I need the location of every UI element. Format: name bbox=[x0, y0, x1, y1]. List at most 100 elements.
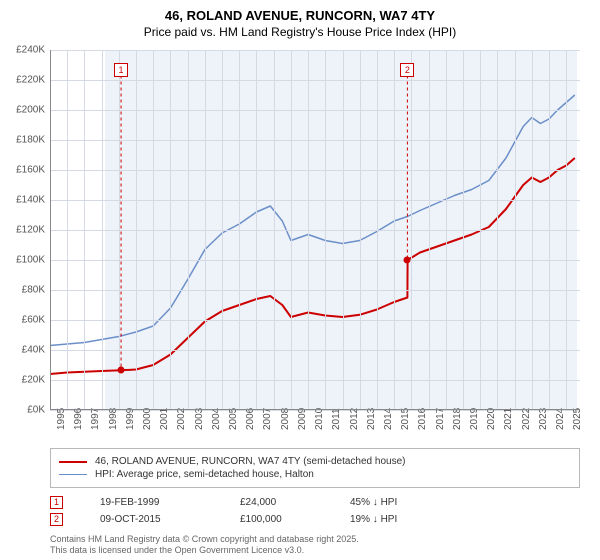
gridline-v bbox=[549, 50, 550, 410]
y-tick-label: £120K bbox=[0, 225, 45, 236]
gridline-v bbox=[480, 50, 481, 410]
sale-marker-box: 1 bbox=[50, 496, 63, 509]
x-tick-label: 1998 bbox=[108, 418, 119, 430]
x-tick-label: 2019 bbox=[469, 418, 480, 430]
gridline-v bbox=[463, 50, 464, 410]
marker-box: 2 bbox=[400, 63, 414, 77]
y-tick-label: £160K bbox=[0, 165, 45, 176]
marker-dot bbox=[118, 367, 125, 374]
gridline-v bbox=[394, 50, 395, 410]
footer-line-2: This data is licensed under the Open Gov… bbox=[50, 545, 359, 556]
x-tick-label: 2010 bbox=[314, 418, 325, 430]
chart-title: 46, ROLAND AVENUE, RUNCORN, WA7 4TY bbox=[0, 8, 600, 23]
gridline-v bbox=[170, 50, 171, 410]
gridline-v bbox=[222, 50, 223, 410]
gridline-v bbox=[566, 50, 567, 410]
x-tick-label: 2024 bbox=[555, 418, 566, 430]
x-tick-label: 2018 bbox=[452, 418, 463, 430]
gridline-v bbox=[325, 50, 326, 410]
x-tick-label: 2016 bbox=[417, 418, 428, 430]
gridline-h bbox=[50, 170, 580, 171]
gridline-v bbox=[188, 50, 189, 410]
gridline-v bbox=[411, 50, 412, 410]
x-tick-label: 2004 bbox=[211, 418, 222, 430]
marker-box: 1 bbox=[114, 63, 128, 77]
marker-dot bbox=[404, 257, 411, 264]
legend-container: 46, ROLAND AVENUE, RUNCORN, WA7 4TY (sem… bbox=[50, 448, 580, 530]
gridline-h bbox=[50, 140, 580, 141]
sale-diff: 19% ↓ HPI bbox=[350, 514, 460, 525]
y-tick-label: £220K bbox=[0, 75, 45, 86]
sale-diff: 45% ↓ HPI bbox=[350, 497, 460, 508]
gridline-v bbox=[291, 50, 292, 410]
gridline-h bbox=[50, 350, 580, 351]
gridline-v bbox=[515, 50, 516, 410]
gridline-h bbox=[50, 80, 580, 81]
y-tick-label: £60K bbox=[0, 315, 45, 326]
gridline-h bbox=[50, 320, 580, 321]
x-tick-label: 2021 bbox=[503, 418, 514, 430]
gridline-h bbox=[50, 110, 580, 111]
x-tick-label: 1999 bbox=[125, 418, 136, 430]
sale-price: £24,000 bbox=[240, 497, 350, 508]
x-tick-label: 2013 bbox=[366, 418, 377, 430]
x-tick-label: 2006 bbox=[245, 418, 256, 430]
legend-label: HPI: Average price, semi-detached house,… bbox=[95, 469, 314, 480]
sale-price: £100,000 bbox=[240, 514, 350, 525]
x-tick-label: 2025 bbox=[572, 418, 583, 430]
sale-marker-cell: 1 bbox=[50, 496, 100, 509]
x-tick-label: 2011 bbox=[331, 418, 342, 430]
gridline-h bbox=[50, 50, 580, 51]
sale-row: 1 19-FEB-1999£24,00045% ↓ HPI bbox=[50, 496, 580, 509]
y-tick-label: £100K bbox=[0, 255, 45, 266]
legend-swatch bbox=[59, 461, 87, 463]
chart-subtitle: Price paid vs. HM Land Registry's House … bbox=[0, 25, 600, 39]
axis-bottom bbox=[50, 409, 580, 410]
gridline-v bbox=[343, 50, 344, 410]
gridline-v bbox=[153, 50, 154, 410]
y-tick-label: £40K bbox=[0, 345, 45, 356]
footer-line-1: Contains HM Land Registry data © Crown c… bbox=[50, 534, 359, 545]
x-tick-label: 2017 bbox=[435, 418, 446, 430]
gridline-v bbox=[377, 50, 378, 410]
gridline-v bbox=[119, 50, 120, 410]
x-tick-label: 2003 bbox=[194, 418, 205, 430]
gridline-v bbox=[67, 50, 68, 410]
y-tick-label: £20K bbox=[0, 375, 45, 386]
gridline-v bbox=[274, 50, 275, 410]
gridline-h bbox=[50, 260, 580, 261]
sale-marker-cell: 2 bbox=[50, 513, 100, 526]
y-tick-label: £200K bbox=[0, 105, 45, 116]
gridline-h bbox=[50, 200, 580, 201]
x-tick-label: 1995 bbox=[56, 418, 67, 430]
y-tick-label: £240K bbox=[0, 45, 45, 56]
gridline-v bbox=[532, 50, 533, 410]
gridline-v bbox=[446, 50, 447, 410]
gridline-v bbox=[308, 50, 309, 410]
chart-header: 46, ROLAND AVENUE, RUNCORN, WA7 4TY Pric… bbox=[0, 0, 600, 39]
y-tick-label: £0K bbox=[0, 405, 45, 416]
gridline-v bbox=[360, 50, 361, 410]
x-tick-label: 2005 bbox=[228, 418, 239, 430]
y-tick-label: £80K bbox=[0, 285, 45, 296]
gridline-v bbox=[136, 50, 137, 410]
gridline-h bbox=[50, 290, 580, 291]
x-tick-label: 2009 bbox=[297, 418, 308, 430]
gridline-v bbox=[102, 50, 103, 410]
axis-left bbox=[50, 50, 51, 410]
x-tick-label: 2023 bbox=[538, 418, 549, 430]
legend-swatch bbox=[59, 474, 87, 475]
x-tick-label: 2012 bbox=[349, 418, 360, 430]
x-tick-label: 2007 bbox=[262, 418, 273, 430]
x-tick-label: 2020 bbox=[486, 418, 497, 430]
gridline-v bbox=[239, 50, 240, 410]
gridline-h bbox=[50, 380, 580, 381]
chart-area: £0K£20K£40K£60K£80K£100K£120K£140K£160K£… bbox=[50, 50, 580, 410]
legend-box: 46, ROLAND AVENUE, RUNCORN, WA7 4TY (sem… bbox=[50, 448, 580, 488]
sale-date: 19-FEB-1999 bbox=[100, 497, 240, 508]
y-tick-label: £140K bbox=[0, 195, 45, 206]
x-tick-label: 2014 bbox=[383, 418, 394, 430]
x-tick-label: 2000 bbox=[142, 418, 153, 430]
gridline-v bbox=[497, 50, 498, 410]
sale-marker-box: 2 bbox=[50, 513, 63, 526]
